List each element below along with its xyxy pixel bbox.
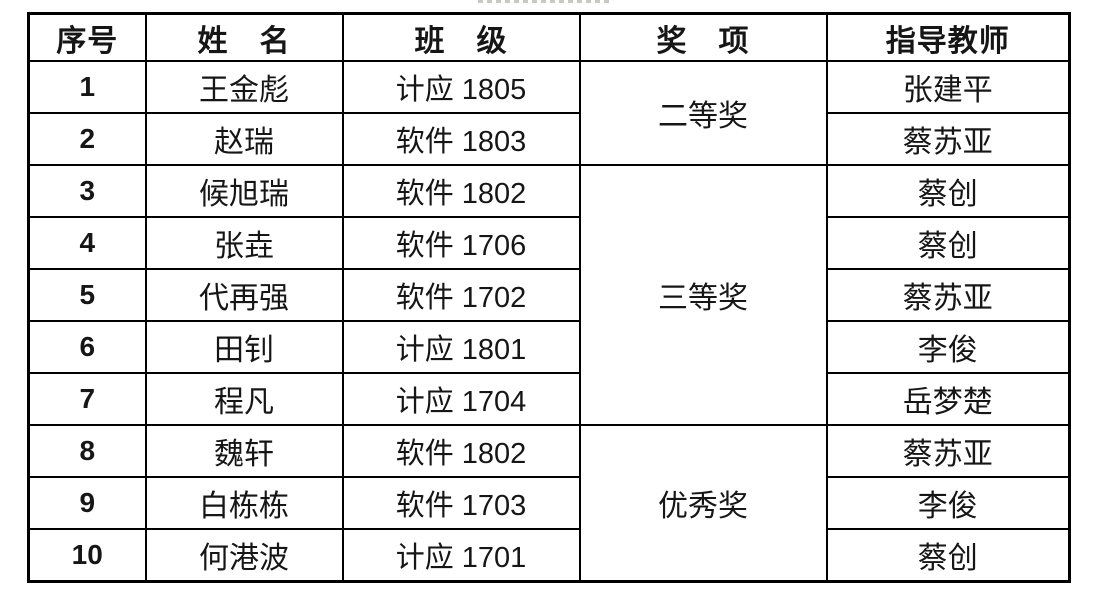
cell-award-group-second-prize: 二等奖 [578, 60, 828, 166]
table-row: 7 程凡 计应 1704 岳梦楚 [27, 372, 1071, 426]
table-row: 6 田钊 计应 1801 李俊 [27, 320, 1071, 374]
cell-class: 计应 1801 [341, 320, 581, 374]
cell-no: 2 [27, 112, 147, 166]
cell-name: 白栋栋 [144, 476, 344, 530]
column-header-award: 奖 项 [578, 12, 828, 62]
table-row: 5 代再强 软件 1702 蔡苏亚 [27, 268, 1071, 322]
cell-teacher: 岳梦楚 [825, 372, 1071, 426]
cell-no: 6 [27, 320, 147, 374]
table-row: 3 候旭瑞 软件 1802 三等奖 蔡创 [27, 164, 1071, 426]
cell-no: 5 [27, 268, 147, 322]
cell-name: 代再强 [144, 268, 344, 322]
cell-name: 赵瑞 [144, 112, 344, 166]
cell-teacher: 蔡创 [825, 528, 1071, 583]
cell-class: 软件 1802 [341, 424, 581, 478]
cropped-text-artifact [478, 0, 610, 3]
cell-class: 软件 1702 [341, 268, 581, 322]
cell-teacher: 李俊 [825, 476, 1071, 530]
cell-teacher: 蔡创 [825, 216, 1071, 270]
cell-teacher: 张建平 [825, 60, 1071, 114]
cell-teacher: 蔡苏亚 [825, 424, 1071, 478]
column-header-no: 序号 [27, 12, 147, 62]
cell-name: 候旭瑞 [144, 164, 344, 218]
cell-class: 计应 1704 [341, 372, 581, 426]
cell-no: 3 [27, 164, 147, 218]
cell-no: 9 [27, 476, 147, 530]
cell-name: 何港波 [144, 528, 344, 583]
cell-class: 软件 1706 [341, 216, 581, 270]
table-row: 8 魏轩 软件 1802 优秀奖 蔡苏亚 [27, 424, 1071, 583]
cell-name: 田钊 [144, 320, 344, 374]
cell-no: 10 [27, 528, 147, 583]
awards-table: 序号 姓 名 班 级 奖 项 指导教师 1 王金彪 计应 1805 二等奖 张建… [27, 12, 1071, 583]
table-header-row: 序号 姓 名 班 级 奖 项 指导教师 [27, 12, 1071, 62]
cell-teacher: 蔡苏亚 [825, 112, 1071, 166]
table-row: 1 王金彪 计应 1805 二等奖 张建平 [27, 60, 1071, 166]
cell-class: 软件 1703 [341, 476, 581, 530]
cell-teacher: 李俊 [825, 320, 1071, 374]
cell-name: 魏轩 [144, 424, 344, 478]
cell-class: 软件 1803 [341, 112, 581, 166]
cell-name: 张垚 [144, 216, 344, 270]
cell-no: 8 [27, 424, 147, 478]
cell-award-group-third-prize: 三等奖 [578, 164, 828, 426]
cell-teacher: 蔡创 [825, 164, 1071, 218]
table-row: 9 白栋栋 软件 1703 李俊 [27, 476, 1071, 530]
column-header-class: 班 级 [341, 12, 581, 62]
cell-teacher: 蔡苏亚 [825, 268, 1071, 322]
cell-award-group-excellence-prize: 优秀奖 [578, 424, 828, 583]
column-header-teacher: 指导教师 [825, 12, 1071, 62]
cell-name: 王金彪 [144, 60, 344, 114]
table-row: 2 赵瑞 软件 1803 蔡苏亚 [27, 112, 1071, 166]
table-row: 10 何港波 计应 1701 蔡创 [27, 528, 1071, 583]
cell-class: 计应 1805 [341, 60, 581, 114]
column-header-name: 姓 名 [144, 12, 344, 62]
cell-class: 软件 1802 [341, 164, 581, 218]
cell-name: 程凡 [144, 372, 344, 426]
cell-no: 7 [27, 372, 147, 426]
cell-class: 计应 1701 [341, 528, 581, 583]
cell-no: 1 [27, 60, 147, 114]
table-row: 4 张垚 软件 1706 蔡创 [27, 216, 1071, 270]
cell-no: 4 [27, 216, 147, 270]
